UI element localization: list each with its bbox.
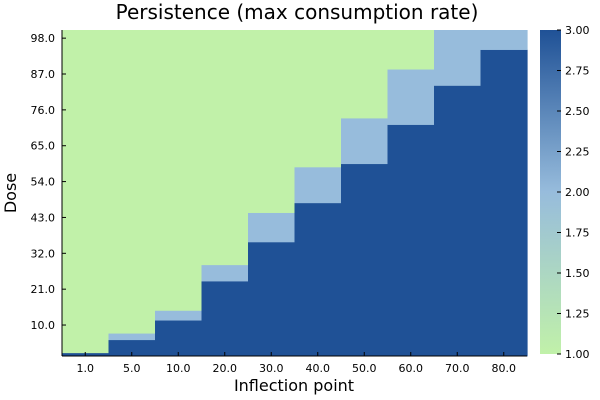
- heatmap-cell-x80.0-level3: [480, 49, 528, 357]
- y-ticks: 10.0 21.0 32.0 43.0 54.0 65.0 76.0 87.0 98.0: [31, 32, 66, 332]
- x-tick-label: 50.0: [352, 362, 377, 375]
- heatmap-cell-x70.0-level3: [434, 85, 482, 357]
- heatmap-cell-x1.0-level1: [62, 30, 110, 354]
- plot-frame: [61, 30, 527, 357]
- y-tick-label: 65.0: [31, 140, 56, 153]
- chart-title: Persistence (max consumption rate): [116, 0, 479, 24]
- colorbar-tick-label: 2.00: [565, 186, 590, 199]
- y-tick-label: 87.0: [31, 68, 56, 81]
- colorbar-tick-label: 2.50: [565, 105, 590, 118]
- y-tick-label: 43.0: [31, 211, 56, 224]
- colorbar-tick-label: 2.75: [565, 65, 590, 78]
- colorbar-tick-label: 1.50: [565, 267, 590, 280]
- colorbar-tick-label: 1.25: [565, 308, 590, 321]
- heatmap-cell-x30.0-level2: [248, 212, 296, 243]
- heatmap-cell-x5.0-level3: [108, 339, 156, 357]
- heatmap-cell-x70.0-level2: [434, 30, 482, 86]
- colorbar-tick-label: 1.75: [565, 227, 590, 240]
- colorbar-tick-label: 3.00: [565, 24, 590, 37]
- heatmap-cell-x40.0-level3: [294, 202, 342, 357]
- x-tick-label: 70.0: [445, 362, 470, 375]
- heatmap-cell-x5.0-level2: [108, 333, 156, 341]
- heatmap-cells: [62, 30, 528, 357]
- heatmap-cell-x40.0-level2: [294, 166, 342, 204]
- y-axis-label: Dose: [1, 173, 20, 213]
- x-axis-label: Inflection point: [234, 376, 354, 395]
- heatmap-cell-x30.0-level1: [248, 30, 296, 213]
- heatmap-cell-x10.0-level2: [155, 310, 203, 321]
- heatmap-cell-x60.0-level3: [387, 124, 435, 357]
- y-tick-label: 98.0: [31, 32, 56, 45]
- colorbar-tick-label: 2.25: [565, 146, 590, 159]
- x-tick-label: 60.0: [399, 362, 424, 375]
- heatmap-cell-x5.0-level1: [108, 30, 156, 334]
- heatmap-cell-x80.0-level2: [480, 30, 528, 50]
- x-tick-label: 40.0: [306, 362, 331, 375]
- heatmap-cell-x10.0-level1: [155, 30, 203, 311]
- heatmap-cell-x50.0-level2: [341, 118, 389, 165]
- colorbar-ticks: 1.00 1.25 1.50 1.75 2.00 2.25 2.50 2.75 3.00: [557, 24, 590, 361]
- heatmap-cell-x60.0-level1: [387, 30, 435, 70]
- x-ticks: 1.0 5.0 10.0 20.0 30.0 40.0 50.0 60.0 70.0 80.0: [77, 352, 517, 375]
- x-tick-label: 20.0: [213, 362, 238, 375]
- heatmap-cell-x40.0-level1: [294, 30, 342, 168]
- heatmap-cell-x20.0-level3: [201, 281, 249, 357]
- x-tick-label: 80.0: [492, 362, 517, 375]
- heatmap-cell-x10.0-level3: [155, 320, 203, 357]
- y-tick-label: 76.0: [31, 104, 56, 117]
- x-tick-label: 1.0: [77, 362, 95, 375]
- x-tick-label: 30.0: [259, 362, 284, 375]
- colorbar: 1.00 1.25 1.50 1.75 2.00 2.25 2.50 2.75 3.00: [540, 24, 590, 361]
- colorbar-gradient: [540, 30, 561, 354]
- y-tick-label: 32.0: [31, 247, 56, 260]
- x-tick-label: 5.0: [123, 362, 141, 375]
- heatmap-cell-x20.0-level1: [201, 30, 249, 266]
- heatmap-cell-x20.0-level2: [201, 264, 249, 282]
- heatmap-cell-x60.0-level2: [387, 69, 435, 125]
- y-tick-label: 21.0: [31, 283, 56, 296]
- heatmap-cell-x30.0-level3: [248, 241, 296, 357]
- heatmap-cell-x50.0-level1: [341, 30, 389, 119]
- x-tick-label: 10.0: [166, 362, 191, 375]
- y-tick-label: 54.0: [31, 176, 56, 189]
- heatmap-cell-x50.0-level3: [341, 163, 389, 357]
- colorbar-tick-label: 1.00: [565, 348, 590, 361]
- y-tick-label: 10.0: [31, 319, 56, 332]
